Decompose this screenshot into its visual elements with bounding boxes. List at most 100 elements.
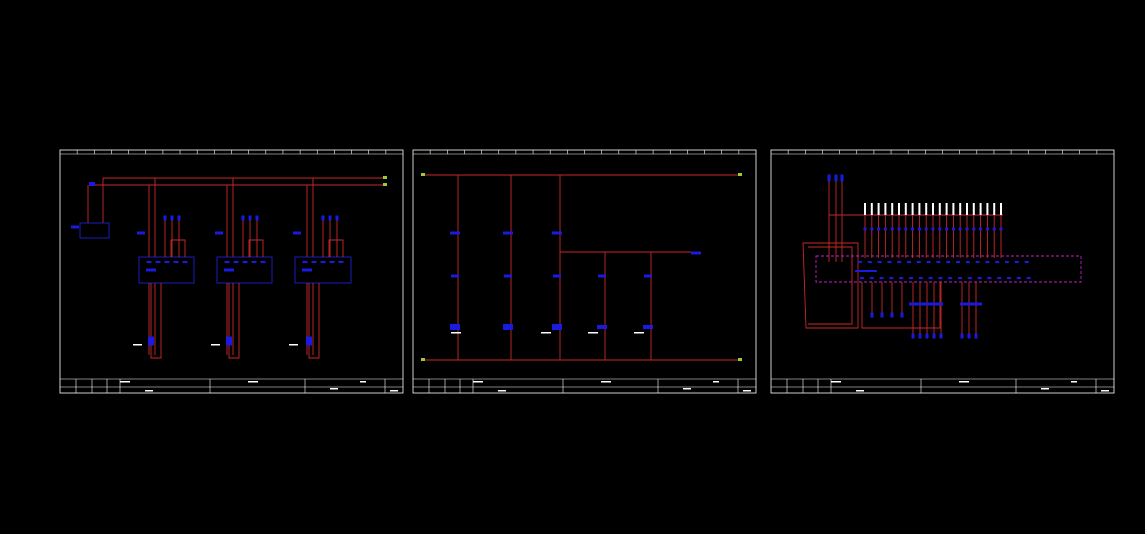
component: [918, 277, 923, 279]
title-block-text: [601, 381, 611, 383]
terminal: [904, 203, 907, 215]
label: [289, 344, 298, 346]
component: [909, 302, 943, 306]
component: [995, 261, 1000, 263]
terminal: [911, 203, 914, 215]
component: [987, 277, 992, 279]
component: [967, 333, 971, 339]
module: [138, 256, 195, 284]
component: [320, 261, 326, 263]
sheet-1: [59, 149, 404, 394]
wire: [228, 283, 240, 359]
component: [450, 324, 460, 330]
component: [960, 333, 964, 339]
component: [328, 215, 332, 221]
terminal: [932, 203, 934, 215]
component: [834, 174, 838, 182]
component: [911, 227, 915, 231]
component: [928, 277, 933, 279]
component: [89, 182, 95, 186]
terminal: [738, 358, 742, 361]
component: [335, 215, 339, 221]
component: [173, 261, 179, 263]
terminal: [945, 203, 948, 215]
title-block-text: [248, 381, 258, 383]
component: [451, 274, 459, 278]
component: [899, 277, 904, 279]
component: [938, 277, 943, 279]
component: [904, 227, 908, 231]
component: [887, 261, 892, 263]
sheet-2: [412, 149, 757, 394]
label: [133, 344, 142, 346]
component: [956, 261, 960, 263]
component: [311, 261, 317, 263]
component: [897, 227, 901, 231]
component: [552, 231, 562, 235]
component: [869, 277, 874, 279]
component: [946, 261, 951, 263]
terminal: [966, 203, 968, 215]
component: [890, 312, 894, 318]
component: [597, 325, 607, 329]
component: [552, 324, 562, 330]
terminal: [959, 203, 962, 215]
component: [170, 215, 174, 221]
component: [879, 277, 884, 279]
component: [321, 215, 325, 221]
component: [917, 227, 921, 231]
terminal: [986, 203, 989, 215]
component: [931, 227, 935, 231]
component: [1007, 277, 1011, 279]
title-block-text: [713, 381, 719, 383]
component: [880, 312, 884, 318]
component: [855, 270, 877, 272]
component: [644, 274, 652, 278]
component: [248, 215, 252, 221]
terminal: [884, 203, 887, 215]
component: [889, 277, 894, 279]
title-block-text: [330, 388, 338, 390]
component: [974, 333, 978, 339]
component: [242, 261, 248, 263]
component: [870, 227, 874, 231]
component: [255, 215, 259, 221]
module: [216, 256, 273, 284]
terminal: [738, 173, 742, 176]
component: [182, 261, 188, 263]
component: [916, 261, 921, 263]
component: [900, 312, 904, 318]
component: [972, 227, 976, 231]
terminal: [898, 203, 900, 215]
component: [302, 268, 312, 272]
component: [302, 261, 308, 263]
terminal: [993, 203, 996, 215]
component: [967, 277, 972, 279]
component: [1024, 261, 1029, 263]
component: [1014, 261, 1019, 263]
component: [877, 261, 882, 263]
terminal: [870, 203, 873, 215]
component: [224, 261, 230, 263]
title-block-text: [498, 390, 506, 392]
component: [233, 261, 239, 263]
component: [71, 225, 79, 229]
component: [909, 277, 913, 279]
title-block-text: [743, 390, 751, 392]
label: [541, 332, 551, 334]
component: [877, 227, 881, 231]
component: [860, 277, 864, 279]
component: [643, 325, 653, 329]
component: [939, 333, 943, 339]
component: [226, 336, 232, 346]
component: [1005, 261, 1009, 263]
component: [997, 277, 1002, 279]
title-block-text: [1101, 390, 1109, 392]
plc-rack: [815, 255, 1082, 283]
terminal: [421, 358, 425, 361]
title-block-text: [683, 388, 691, 390]
component: [945, 227, 949, 231]
wire: [308, 283, 320, 359]
